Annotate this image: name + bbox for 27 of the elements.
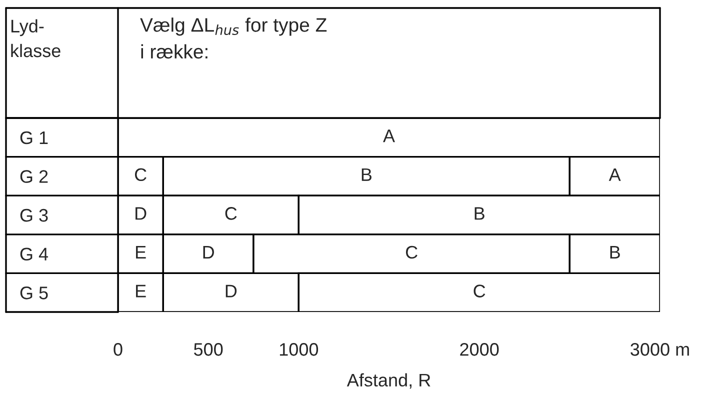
y-tick-label: G 3	[20, 208, 48, 222]
data-label: A	[608, 168, 621, 181]
data-label: B	[610, 246, 620, 258]
x-tick-label: 0	[114, 343, 122, 356]
y-tick-label: G 1	[20, 131, 48, 144]
data-label: D	[203, 246, 214, 258]
y-tick-label: G 2	[20, 170, 48, 183]
data-label: A	[383, 130, 395, 142]
chart-title: Vælg ΔL$_{hus}$ for type Z i række:	[140, 18, 327, 59]
data-label: E	[136, 246, 146, 258]
data-label: C	[225, 207, 237, 220]
x-tick-label: 3000 m	[630, 343, 689, 356]
data-label: B	[474, 207, 484, 220]
data-label: B	[362, 168, 372, 181]
y-tick-label: G 4	[20, 248, 48, 261]
y-axis-title: Lyd- klasse	[11, 19, 60, 58]
y-tick-label: G 5	[20, 286, 48, 300]
x-tick-label: 1000	[280, 343, 318, 356]
x-tick-label: 2000	[460, 343, 499, 356]
data-label: D	[136, 207, 146, 220]
data-label: E	[136, 284, 146, 298]
data-label: C	[134, 168, 146, 182]
x-axis-title: Afstand, R	[346, 373, 430, 389]
data-label: D	[226, 284, 237, 298]
x-tick-label: 500	[194, 343, 223, 356]
data-label: C	[474, 284, 486, 298]
data-label: C	[406, 246, 418, 259]
